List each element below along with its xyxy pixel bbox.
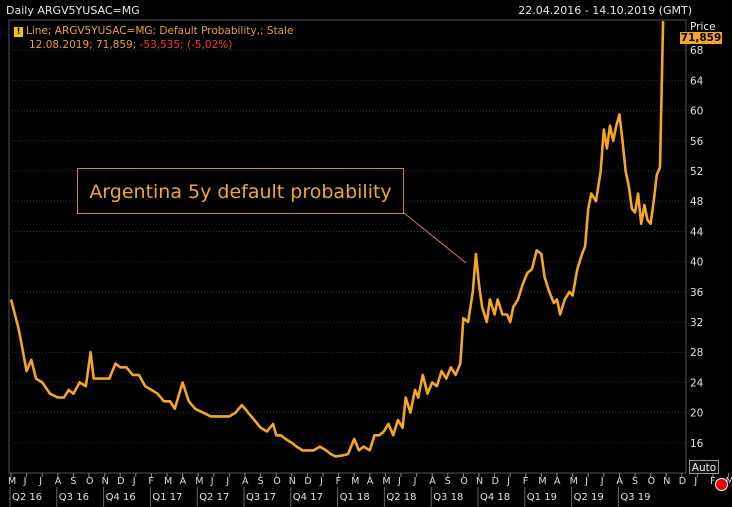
month-tick-label: A bbox=[554, 476, 561, 487]
month-tick-label: J bbox=[506, 476, 510, 487]
month-tick-label: A bbox=[429, 476, 436, 487]
month-tick-label: M bbox=[195, 476, 203, 487]
y-tick-label: 68 bbox=[690, 45, 703, 57]
month-tick-label: M bbox=[382, 476, 390, 487]
month-tick-label: J bbox=[225, 476, 229, 487]
month-tick-label: A bbox=[242, 476, 249, 487]
y-tick-label: 48 bbox=[690, 196, 703, 208]
legend-line-1: ! Line; ARGV5YUSAC=MG; Default Probabilit… bbox=[14, 24, 293, 38]
legend-date: 12.08.2019; bbox=[29, 39, 93, 51]
month-tick-label: O bbox=[460, 476, 467, 487]
y-tick-label: 40 bbox=[690, 257, 703, 269]
month-tick-label: O bbox=[273, 476, 280, 487]
warning-icon: ! bbox=[14, 27, 23, 37]
quarter-tick-label: Q2 19 bbox=[574, 492, 604, 503]
month-tick-label: M bbox=[8, 476, 16, 487]
legend-series-label: Line; ARGV5YUSAC=MG; Default Probability… bbox=[26, 25, 294, 37]
month-tick-label: S bbox=[632, 476, 638, 487]
month-tick-label: D bbox=[679, 476, 686, 487]
month-tick-label: J bbox=[600, 476, 604, 487]
month-tick-label: A bbox=[180, 476, 187, 487]
month-tick-label: A bbox=[367, 476, 374, 487]
month-tick-label: N bbox=[663, 476, 670, 487]
month-tick-label: M bbox=[538, 476, 546, 487]
month-tick-label: F bbox=[710, 476, 715, 487]
month-tick-label: A bbox=[55, 476, 62, 487]
legend-line-2: 12.08.2019; 71,859; -53,535; (-5,02%) bbox=[14, 38, 293, 52]
quarter-tick-label: Q1 17 bbox=[152, 492, 182, 503]
legend-change: -53,535; (-5,02%) bbox=[139, 39, 233, 51]
month-tick-label: M bbox=[726, 476, 732, 487]
y-tick-label: 36 bbox=[690, 287, 704, 299]
date-range: 22.04.2016 - 14.10.2019 (GMT) bbox=[518, 4, 692, 17]
month-tick-label: S bbox=[258, 476, 264, 487]
month-tick-label: O bbox=[648, 476, 655, 487]
last-price-badge: 71,859 bbox=[680, 32, 722, 44]
quarter-tick-label: Q2 16 bbox=[12, 492, 42, 503]
month-tick-label: J bbox=[319, 476, 323, 487]
month-tick-label: N bbox=[289, 476, 296, 487]
quarter-tick-label: Q3 16 bbox=[59, 492, 89, 503]
y-tick-label: 20 bbox=[690, 408, 703, 420]
annotation-leader-line bbox=[403, 212, 467, 264]
quarter-tick-label: Q1 18 bbox=[340, 492, 370, 503]
default-probability-line[interactable] bbox=[9, 21, 665, 458]
month-tick-label: J bbox=[23, 476, 27, 487]
chart-header: Daily ARGV5YUSAC=MG 22.04.2016 - 14.10.2… bbox=[0, 0, 732, 22]
month-tick-label: N bbox=[102, 476, 109, 487]
quarter-tick-label: Q4 16 bbox=[106, 492, 136, 503]
quarter-tick-label: Q3 19 bbox=[620, 492, 650, 503]
month-tick-label: J bbox=[397, 476, 401, 487]
month-tick-label: J bbox=[210, 476, 214, 487]
y-tick-label: 24 bbox=[690, 377, 704, 389]
quarter-tick-label: Q3 18 bbox=[433, 492, 463, 503]
month-tick-label: F bbox=[148, 476, 153, 487]
month-tick-label: M bbox=[570, 476, 578, 487]
quarter-tick-label: Q1 19 bbox=[527, 492, 557, 503]
y-tick-label: 60 bbox=[690, 106, 703, 118]
quarter-tick-label: Q4 17 bbox=[293, 492, 323, 503]
month-tick-label: S bbox=[70, 476, 76, 487]
month-tick-label: N bbox=[476, 476, 483, 487]
month-tick-label: S bbox=[445, 476, 451, 487]
month-tick-label: A bbox=[616, 476, 623, 487]
price-axis-label: Price bbox=[690, 21, 716, 33]
month-tick-label: F bbox=[336, 476, 341, 487]
y-tick-label: 44 bbox=[690, 226, 704, 238]
y-tick-label: 64 bbox=[690, 75, 704, 87]
y-tick-label: 28 bbox=[690, 347, 703, 359]
legend-value: 71,859; bbox=[96, 39, 137, 51]
quarter-tick-label: Q2 17 bbox=[199, 492, 229, 503]
month-tick-label: F bbox=[523, 476, 528, 487]
month-tick-label: M bbox=[164, 476, 172, 487]
annotation-box: Argentina 5y default probability bbox=[77, 168, 404, 214]
month-tick-label: J bbox=[413, 476, 417, 487]
auto-scale-button[interactable]: Auto bbox=[689, 460, 719, 474]
month-tick-label: J bbox=[693, 476, 697, 487]
quarter-tick-label: Q3 17 bbox=[246, 492, 276, 503]
legend: ! Line; ARGV5YUSAC=MG; Default Probabilit… bbox=[14, 24, 293, 52]
month-tick-label: O bbox=[86, 476, 93, 487]
month-tick-label: J bbox=[132, 476, 136, 487]
chart-title: Daily ARGV5YUSAC=MG bbox=[6, 4, 140, 17]
month-tick-label: D bbox=[117, 476, 124, 487]
month-tick-label: J bbox=[584, 476, 588, 487]
y-axis: 16 20 24 28 32 36 40 44 48 52 56 60 64 68 bbox=[690, 45, 704, 450]
y-tick-label: 16 bbox=[690, 438, 704, 450]
quarter-tick-label: Q2 18 bbox=[386, 492, 416, 503]
y-tick-label: 52 bbox=[690, 166, 703, 178]
month-tick-label: D bbox=[304, 476, 311, 487]
y-tick-label: 56 bbox=[690, 136, 704, 148]
record-indicator-icon[interactable] bbox=[715, 478, 728, 491]
month-tick-label: J bbox=[38, 476, 42, 487]
month-tick-label: M bbox=[351, 476, 359, 487]
y-tick-label: 32 bbox=[690, 317, 703, 329]
quarter-tick-label: Q4 18 bbox=[480, 492, 510, 503]
month-tick-label: D bbox=[492, 476, 499, 487]
